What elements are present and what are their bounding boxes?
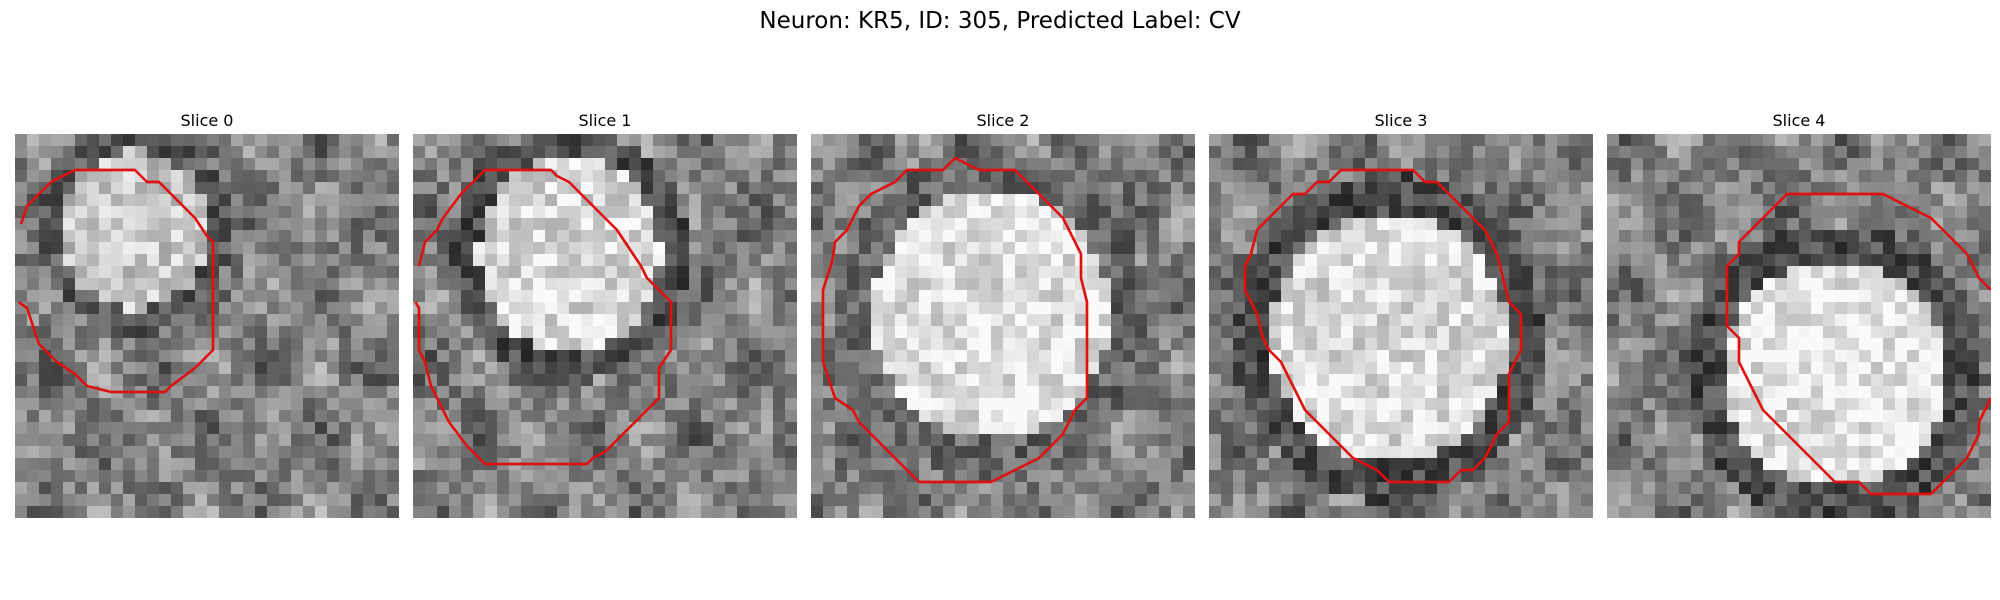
- pixel-grid: [1209, 134, 1593, 518]
- panel-slice-2: Slice 2: [811, 108, 1195, 518]
- pixel-grid: [1607, 134, 1991, 518]
- slice-image-svg: [413, 134, 797, 518]
- pixel-grid: [413, 134, 797, 518]
- pixel-grid: [811, 134, 1195, 518]
- slice-image: [1209, 134, 1593, 518]
- segmentation-contour: [1725, 192, 1991, 496]
- figure-title: Neuron: KR5, ID: 305, Predicted Label: C…: [759, 8, 1241, 34]
- panel-title: Slice 4: [1772, 111, 1826, 130]
- panel-slice-3: Slice 3: [1209, 108, 1593, 518]
- pixel-grid: [15, 134, 399, 518]
- segmentation-contour: [17, 168, 215, 394]
- panel-title: Slice 0: [180, 111, 234, 130]
- panel-title: Slice 2: [976, 111, 1030, 130]
- slice-image: [15, 134, 399, 518]
- panel-title: Slice 1: [578, 111, 632, 130]
- slice-image-svg: [1209, 134, 1593, 518]
- panel-slice-4: Slice 4: [1607, 108, 1991, 518]
- slice-image: [413, 134, 797, 518]
- segmentation-contour: [1243, 168, 1523, 484]
- slice-image: [811, 134, 1195, 518]
- slice-image: [1607, 134, 1991, 518]
- panel-title: Slice 3: [1374, 111, 1428, 130]
- slice-image-svg: [1607, 134, 1991, 518]
- panel-slice-1: Slice 1: [413, 108, 797, 518]
- segmentation-contour: [414, 168, 673, 466]
- panel-slice-0: Slice 0: [15, 108, 399, 518]
- slice-image-svg: [15, 134, 399, 518]
- segmentation-contour: [821, 156, 1089, 484]
- slice-image-svg: [811, 134, 1195, 518]
